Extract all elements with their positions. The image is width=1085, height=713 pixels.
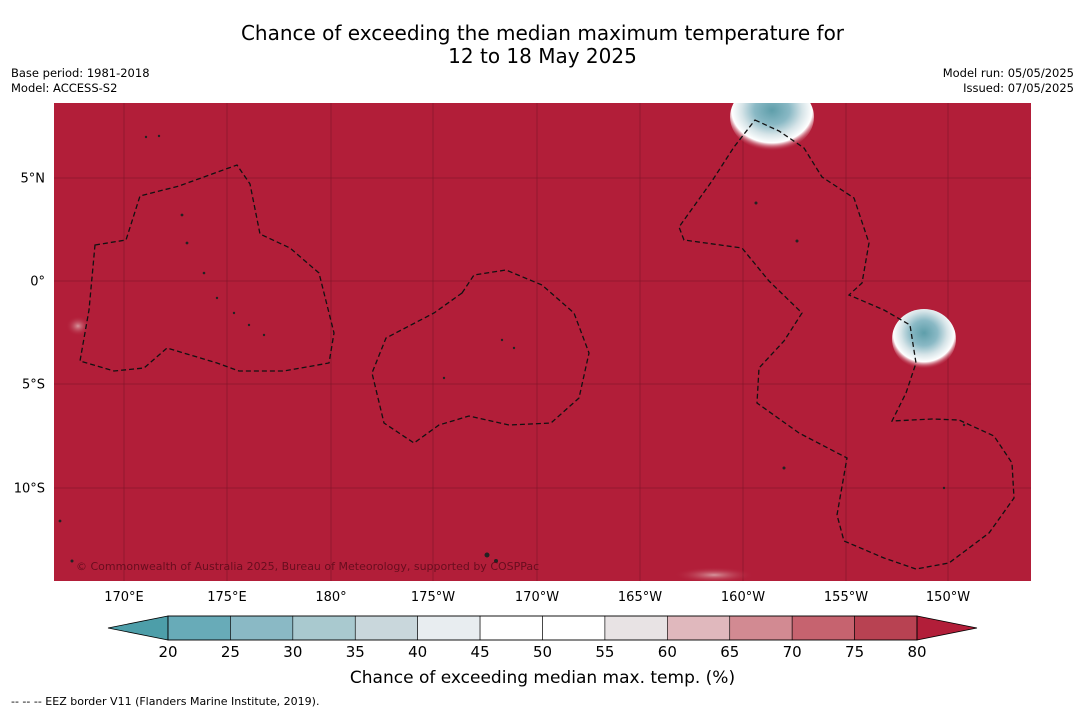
island — [70, 559, 74, 563]
colorbar-tick-label: 20 — [158, 643, 178, 661]
lon-tick-label: 160°W — [720, 590, 766, 605]
title-line-1: Chance of exceeding the median maximum t… — [240, 21, 845, 45]
colorbar-extend-low — [107, 615, 169, 641]
island — [215, 296, 219, 300]
base-period-text: Base period: 1981-2018 — [11, 66, 150, 80]
colorbar-segment — [791, 615, 855, 641]
colorbar-segment — [230, 615, 294, 641]
lon-tick-label: 155°W — [823, 590, 869, 605]
colorbar-tick-label: 45 — [470, 643, 490, 661]
colorbar-segment — [292, 615, 356, 641]
island — [512, 346, 516, 350]
pink-anomaly-south — [674, 567, 754, 581]
colorbar-tick-label: 80 — [907, 643, 927, 661]
lon-tick-label: 180° — [315, 590, 347, 605]
eez-tuvalu-kiribati-west — [79, 164, 335, 372]
title-line-2: 12 to 18 May 2025 — [448, 44, 637, 68]
island — [157, 134, 161, 138]
meta-left: Base period: 1981-2018 Model: ACCESS-S2 — [11, 66, 150, 96]
lon-tick-label: 170°W — [514, 590, 560, 605]
colorbar-segment — [417, 615, 481, 641]
map-panel: © Commonwealth of Australia 2025, Bureau… — [54, 103, 1031, 581]
colorbar-tick-label: 70 — [782, 643, 802, 661]
island — [962, 423, 966, 427]
colorbar-frame — [167, 615, 918, 641]
map-background — [54, 103, 1031, 581]
eez-borders — [79, 119, 1015, 570]
colorbar-label: Chance of exceeding median max. temp. (%… — [349, 668, 736, 688]
lat-tick-label: 0° — [30, 274, 45, 290]
island — [247, 323, 251, 327]
colorbar-segments — [167, 615, 918, 641]
eez-tokelau — [371, 269, 590, 444]
island — [58, 519, 62, 523]
probability-blobs — [66, 103, 956, 581]
island — [232, 311, 236, 315]
colorbar-tick-label: 60 — [657, 643, 677, 661]
island — [180, 213, 184, 217]
colorbar-segment — [729, 615, 793, 641]
lon-tick-label: 170°E — [104, 590, 144, 605]
island — [494, 559, 498, 563]
colorbar-segment — [604, 615, 668, 641]
model-run-text: Model run: 05/05/2025 — [942, 66, 1074, 80]
colorbar-tick-label: 25 — [220, 643, 240, 661]
island — [144, 135, 148, 139]
colorbar-segment — [167, 615, 231, 641]
lon-tick-label: 175°E — [207, 590, 247, 605]
eez-footnote: -- -- -- EEZ border V11 (Flanders Marine… — [11, 695, 320, 708]
colorbar-extend-high — [916, 615, 978, 641]
lat-tick-label: 5°N — [20, 171, 46, 187]
island — [795, 239, 799, 243]
colorbar-segment — [667, 615, 731, 641]
island — [202, 271, 206, 275]
gridlines — [54, 103, 1031, 581]
lat-tick-label: 10°S — [13, 481, 45, 497]
colorbar-segment — [854, 615, 918, 641]
colorbar — [107, 615, 978, 641]
island — [500, 338, 504, 342]
lon-tick-label: 175°W — [410, 590, 456, 605]
lat-tick-label: 5°S — [21, 377, 45, 393]
blue-anomaly-east — [892, 309, 956, 369]
colorbar-tick-label: 40 — [408, 643, 428, 661]
colorbar-segment — [542, 615, 606, 641]
colorbar-tick-label: 30 — [283, 643, 303, 661]
blue-anomaly-north — [730, 103, 814, 151]
copyright-text: © Commonwealth of Australia 2025, Bureau… — [76, 560, 539, 573]
island — [484, 552, 490, 558]
island — [442, 376, 446, 380]
colorbar-tick-label: 55 — [595, 643, 615, 661]
colorbar-tick-label: 50 — [532, 643, 553, 661]
island — [942, 486, 946, 490]
colorbar-tick-label: 75 — [845, 643, 865, 661]
issued-text: Issued: 07/05/2025 — [963, 81, 1074, 95]
meta-right: Model run: 05/05/2025 Issued: 07/05/2025 — [943, 66, 1074, 96]
colorbar-segment — [354, 615, 418, 641]
islands — [58, 134, 966, 563]
pink-anomaly-west — [66, 316, 90, 336]
island — [185, 241, 189, 245]
colorbar-tick-label: 35 — [345, 643, 365, 661]
island — [262, 333, 266, 337]
colorbar-tick-label: 65 — [720, 643, 740, 661]
island — [754, 201, 758, 205]
eez-line-islands-north — [678, 119, 1015, 570]
lon-tick-label: 165°W — [617, 590, 663, 605]
chart-title: Chance of exceeding the median maximum t… — [0, 22, 1085, 68]
colorbar-segment — [479, 615, 543, 641]
model-text: Model: ACCESS-S2 — [11, 81, 118, 95]
lon-tick-label: 150°W — [925, 590, 971, 605]
island — [782, 466, 786, 470]
